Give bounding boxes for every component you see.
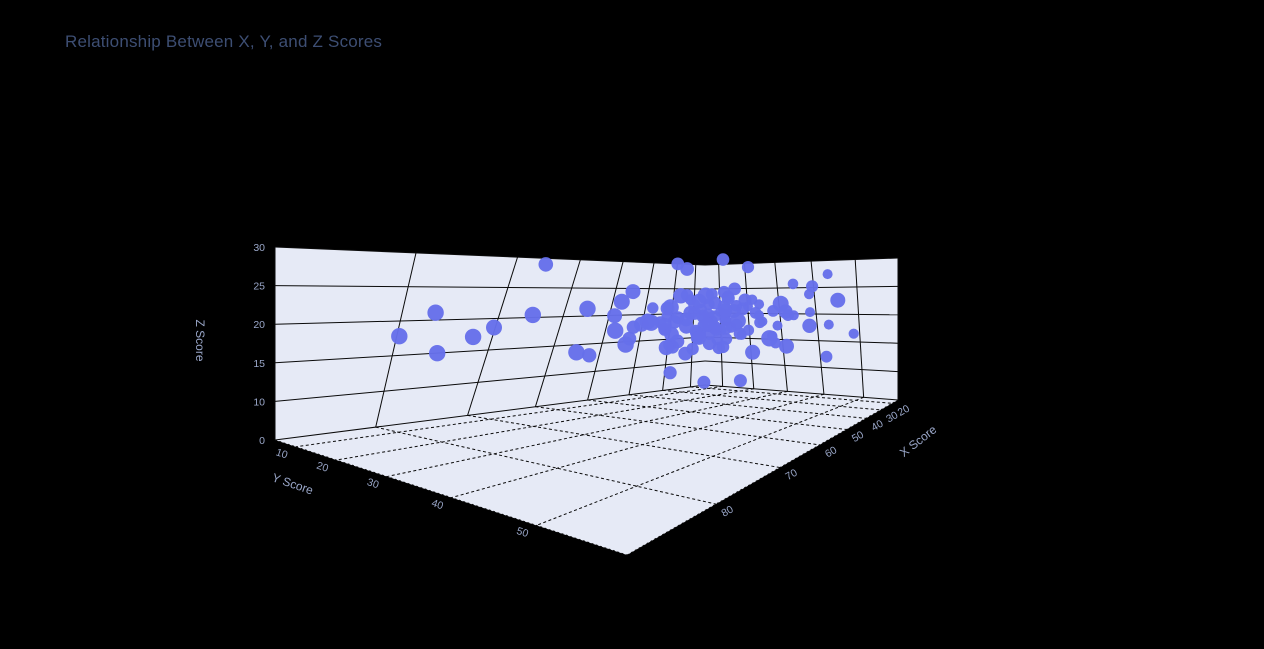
data-points <box>391 253 859 389</box>
z-axis-title: Z Score <box>193 319 207 361</box>
svg-text:20: 20 <box>315 460 330 475</box>
svg-text:25: 25 <box>253 281 265 293</box>
data-point[interactable] <box>729 312 746 329</box>
data-point[interactable] <box>647 302 659 314</box>
data-point[interactable] <box>579 300 596 317</box>
data-point[interactable] <box>538 257 554 272</box>
data-point[interactable] <box>679 319 694 334</box>
data-point[interactable] <box>772 295 789 312</box>
data-point[interactable] <box>658 340 674 356</box>
data-point[interactable] <box>662 299 679 316</box>
data-point[interactable] <box>680 262 694 276</box>
data-point[interactable] <box>663 366 677 380</box>
data-point[interactable] <box>664 326 679 342</box>
data-point[interactable] <box>719 321 733 335</box>
data-point[interactable] <box>772 320 783 331</box>
data-point[interactable] <box>625 284 641 300</box>
svg-text:0: 0 <box>259 435 265 447</box>
data-point[interactable] <box>607 322 624 339</box>
data-point[interactable] <box>702 336 717 351</box>
data-point[interactable] <box>699 316 714 332</box>
data-point[interactable] <box>848 328 859 339</box>
svg-text:40: 40 <box>430 497 445 512</box>
data-point[interactable] <box>733 327 747 340</box>
data-point[interactable] <box>678 346 693 361</box>
data-point[interactable] <box>582 348 597 363</box>
data-point[interactable] <box>716 253 730 266</box>
data-point[interactable] <box>779 338 794 354</box>
data-point[interactable] <box>823 319 834 330</box>
data-point[interactable] <box>716 340 730 354</box>
data-point[interactable] <box>738 293 752 307</box>
data-point[interactable] <box>697 287 714 304</box>
data-point[interactable] <box>524 306 541 324</box>
chart-title: Relationship Between X, Y, and Z Scores <box>65 32 383 51</box>
data-point[interactable] <box>787 278 799 290</box>
svg-text:10: 10 <box>274 446 289 461</box>
data-point[interactable] <box>697 375 711 389</box>
svg-text:30: 30 <box>365 476 380 491</box>
svg-text:70: 70 <box>783 467 799 483</box>
data-point[interactable] <box>805 307 815 318</box>
data-point[interactable] <box>741 261 755 274</box>
data-point[interactable] <box>391 328 408 345</box>
data-point[interactable] <box>427 304 444 321</box>
data-point[interactable] <box>830 292 846 308</box>
data-point[interactable] <box>464 328 482 346</box>
data-point[interactable] <box>745 344 761 360</box>
data-point[interactable] <box>429 345 446 362</box>
svg-text:20: 20 <box>896 403 912 419</box>
data-point[interactable] <box>692 330 706 345</box>
svg-text:30: 30 <box>884 409 900 425</box>
data-point[interactable] <box>761 330 778 347</box>
data-point[interactable] <box>822 269 833 280</box>
svg-text:40: 40 <box>869 418 885 434</box>
data-point[interactable] <box>718 303 733 318</box>
data-point[interactable] <box>568 344 585 361</box>
data-point[interactable] <box>617 336 634 353</box>
svg-text:80: 80 <box>719 503 735 519</box>
data-point[interactable] <box>721 291 735 305</box>
data-point[interactable] <box>673 288 689 304</box>
data-point[interactable] <box>642 314 660 331</box>
data-point[interactable] <box>749 307 762 319</box>
data-point[interactable] <box>607 308 623 324</box>
svg-text:10: 10 <box>253 396 265 408</box>
data-point[interactable] <box>754 316 766 329</box>
svg-text:50: 50 <box>515 525 530 540</box>
data-point[interactable] <box>806 280 819 293</box>
data-point[interactable] <box>820 350 833 363</box>
svg-text:20: 20 <box>253 319 265 331</box>
data-point[interactable] <box>613 293 630 310</box>
data-point[interactable] <box>733 374 747 388</box>
svg-text:60: 60 <box>823 444 839 460</box>
svg-text:15: 15 <box>253 358 265 370</box>
svg-text:50: 50 <box>850 429 866 445</box>
svg-text:30: 30 <box>253 242 265 254</box>
data-point[interactable] <box>802 318 817 333</box>
data-point[interactable] <box>486 319 502 336</box>
data-point[interactable] <box>728 282 741 296</box>
